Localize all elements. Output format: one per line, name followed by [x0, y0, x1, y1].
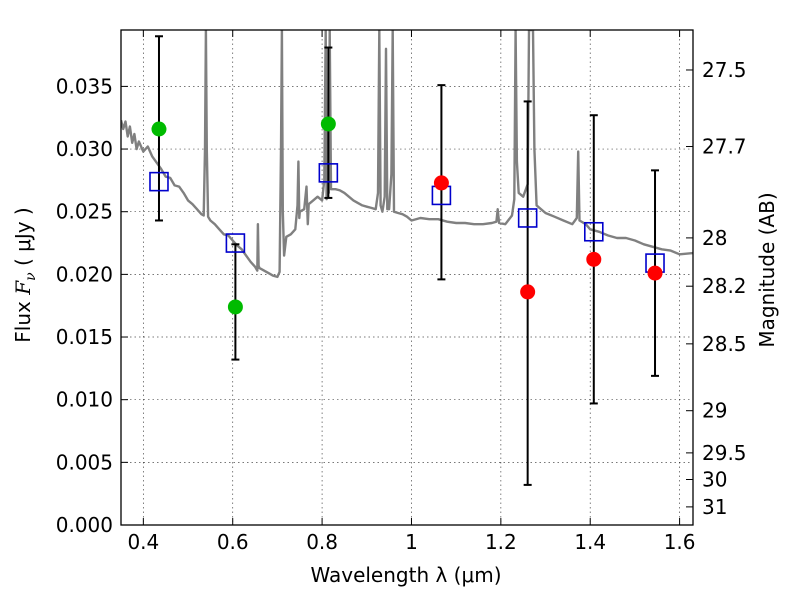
tick-labels: 0.4 0.6 0.8 1 1.2 1.4 1.6 0.000 0.005 0.010 0.015 0… — [56, 58, 747, 554]
y2-tick-label: 31 — [702, 495, 727, 519]
y-tick-label: 0.000 — [56, 513, 113, 537]
x-tick-label: 1.4 — [574, 530, 606, 554]
model-photometry-square — [318, 163, 339, 183]
x-axis-title: Wavelength λ (μm) — [310, 563, 501, 587]
y2-tick-label: 30 — [702, 467, 727, 491]
y2-tick-label: 28.5 — [702, 332, 747, 356]
axis-ticks — [121, 30, 693, 526]
y-axis-title-units: ( μJy ) — [11, 207, 35, 272]
x-tick-label: 0.4 — [127, 530, 159, 554]
x-tick-label: 1.2 — [485, 530, 517, 554]
y-tick-label: 0.035 — [56, 74, 113, 98]
x-tick-label: 1.6 — [664, 530, 696, 554]
y-tick-label: 0.020 — [56, 262, 113, 286]
y-axis-title-subscript: ν — [23, 272, 39, 281]
model-photometry-square — [517, 208, 538, 228]
y-axis-title: Flux Fν ( μJy ) — [11, 207, 39, 342]
observed-point-optical — [227, 299, 243, 315]
y2-tick-label: 29.5 — [702, 441, 747, 465]
observed-point-optical — [320, 116, 336, 132]
y-tick-label: 0.005 — [56, 450, 113, 474]
x-tick-label: 0.8 — [306, 530, 338, 554]
model-photometry-square — [149, 171, 169, 192]
observed-point-nir — [520, 284, 536, 300]
y2-axis-title: Magnitude (AB) — [755, 192, 779, 347]
observed-point-nir — [647, 265, 663, 281]
y2-tick-label: 28 — [702, 226, 727, 250]
y-axis-title-symbol: F — [11, 280, 35, 296]
x-tick-label: 1 — [405, 530, 418, 554]
y2-tick-label: 27.7 — [702, 135, 747, 159]
data-markers — [149, 116, 665, 315]
plot-frame — [120, 29, 694, 526]
grid-lines — [121, 30, 693, 526]
model-photometry-square — [583, 221, 604, 242]
y2-tick-label: 29 — [702, 399, 727, 423]
y-tick-label: 0.015 — [56, 325, 113, 349]
x-tick-label: 0.6 — [217, 530, 249, 554]
spectrum-line — [121, 30, 693, 279]
y2-tick-label: 28.2 — [702, 274, 747, 298]
y-tick-label: 0.010 — [56, 388, 113, 412]
y-axis-title-text: Flux — [11, 295, 35, 343]
model-photometry-square — [225, 233, 246, 253]
observed-point-nir — [433, 175, 449, 191]
y-tick-label: 0.030 — [56, 137, 113, 161]
model-spectrum — [121, 30, 693, 279]
y2-tick-label: 27.5 — [702, 58, 747, 82]
y-tick-label: 0.025 — [56, 200, 113, 224]
observed-point-optical — [151, 121, 167, 137]
error-bars — [154, 35, 660, 486]
observed-point-nir — [586, 251, 602, 267]
